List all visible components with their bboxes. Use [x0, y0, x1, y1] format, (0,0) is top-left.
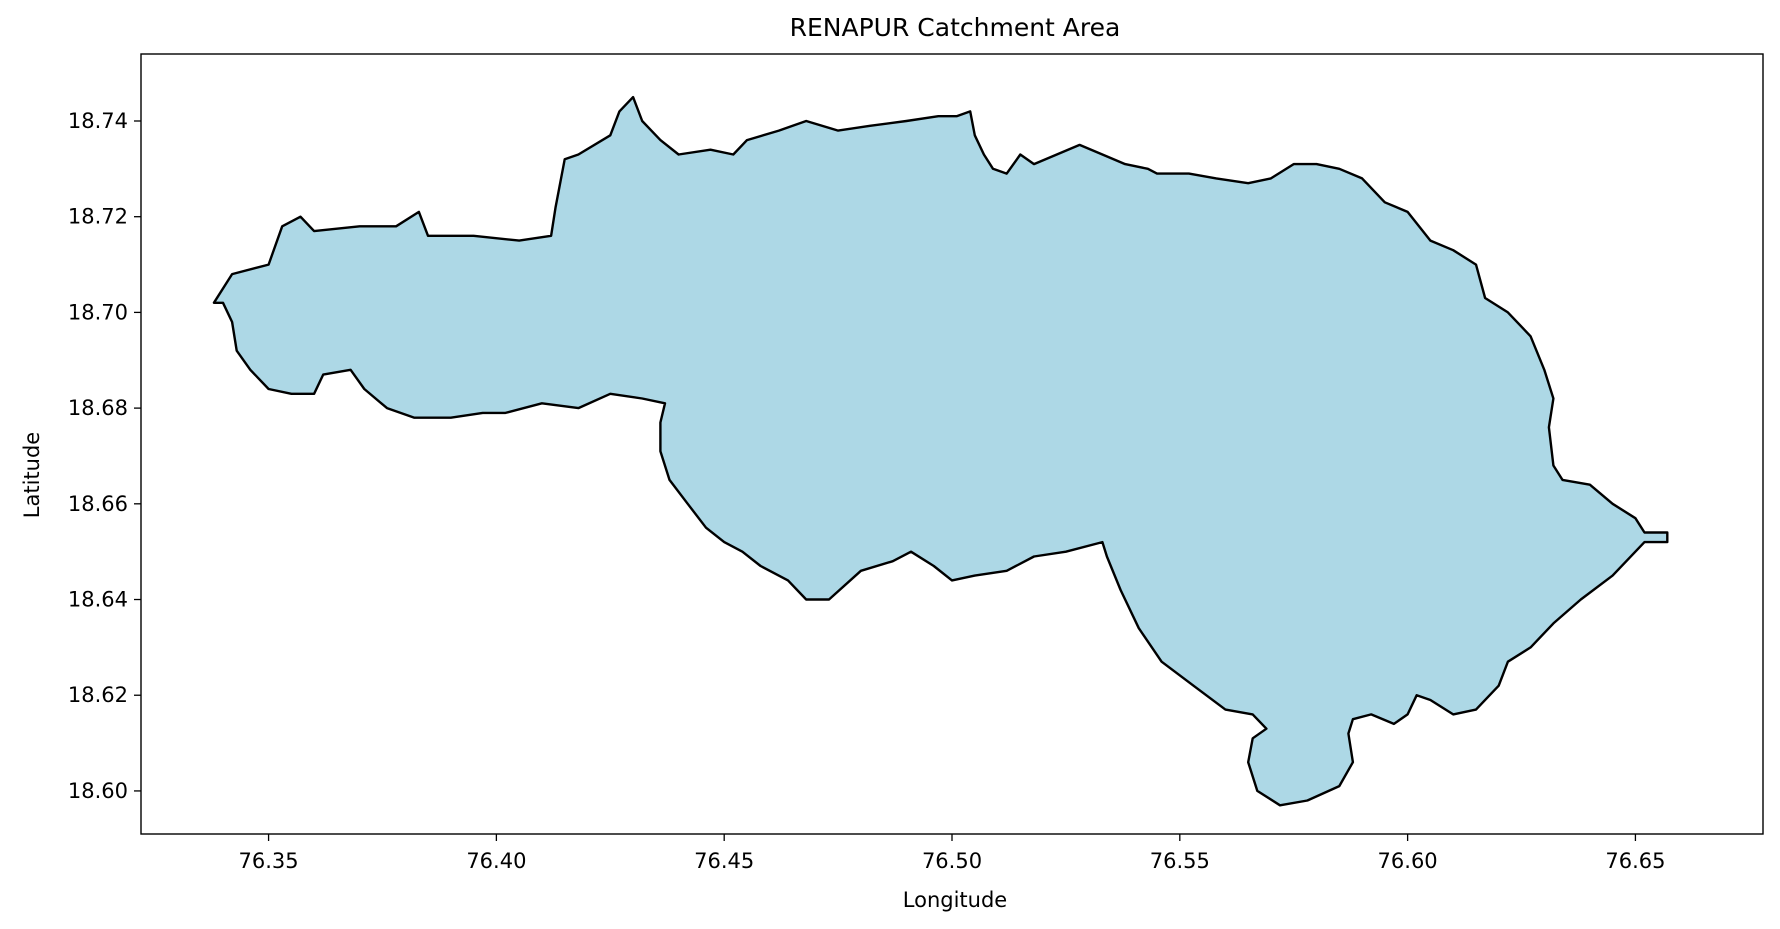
y-tick-label: 18.60 — [68, 779, 128, 803]
x-tick-label: 76.65 — [1605, 849, 1665, 873]
catchment-polygon — [212, 95, 1669, 807]
y-axis-label: Latitude — [20, 432, 44, 518]
y-tick-label: 18.68 — [68, 396, 128, 420]
x-tick-label: 76.45 — [694, 849, 754, 873]
x-tick-label: 76.50 — [922, 849, 982, 873]
y-tick-label: 18.74 — [68, 109, 128, 133]
y-tick-label: 18.70 — [68, 300, 128, 324]
x-tick-label: 76.55 — [1150, 849, 1210, 873]
x-axis-ticks: 76.35 76.40 76.45 76.50 76.55 76.60 76.65 — [239, 834, 1665, 873]
y-tick-label: 18.64 — [68, 588, 128, 612]
y-tick-label: 18.62 — [68, 683, 128, 707]
y-axis-ticks: 18.60 18.62 18.64 18.66 18.68 18.70 18.72 18.74 — [68, 109, 141, 803]
y-tick-label: 18.72 — [68, 205, 128, 229]
x-tick-label: 76.60 — [1378, 849, 1438, 873]
x-axis-label: Longitude — [903, 888, 1007, 912]
x-tick-label: 76.35 — [239, 849, 299, 873]
chart-title: RENAPUR Catchment Area — [790, 13, 1121, 42]
y-tick-label: 18.66 — [68, 492, 128, 516]
x-tick-label: 76.40 — [466, 849, 526, 873]
